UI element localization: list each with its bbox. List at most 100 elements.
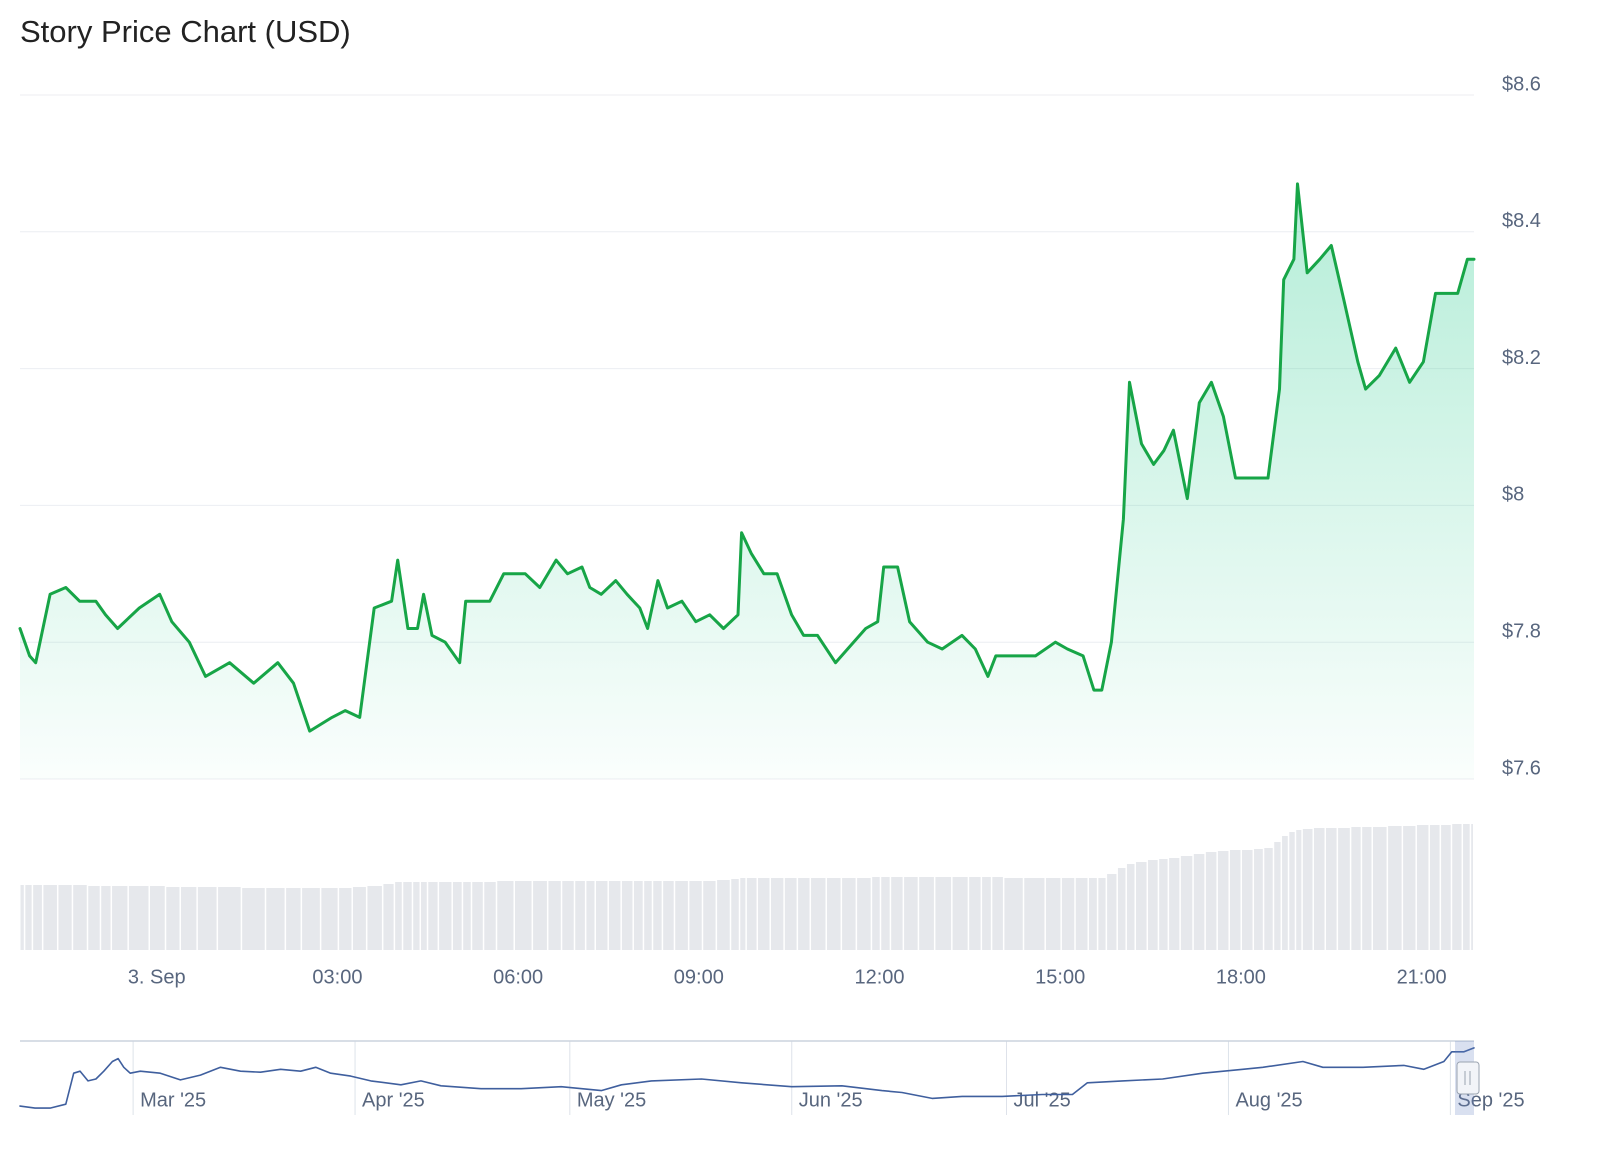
price-line <box>18 182 1476 733</box>
volume-bar <box>608 881 621 950</box>
volume-bar <box>857 878 871 950</box>
volume-bar <box>653 881 662 950</box>
volume-bar <box>904 877 918 950</box>
x-tick-label: 09:00 <box>674 966 724 988</box>
volume-bar <box>1159 859 1168 950</box>
volume-bar <box>302 888 320 950</box>
back-layer: $7.6 $7.8 $8 $8.2 $8.4 $8.6 3. Sep 03:00 06:00 09… <box>18 73 1541 1115</box>
navigator-handle[interactable] <box>1456 1061 1480 1095</box>
volume-bar <box>1351 827 1361 950</box>
volume-bar <box>1471 824 1473 950</box>
y-tick-label: $8.4 <box>1502 210 1541 232</box>
volume-bar <box>1296 830 1302 950</box>
volume-bar <box>1289 832 1295 950</box>
volume-bar <box>242 888 265 950</box>
volume-bar <box>1098 878 1106 950</box>
volume-bar <box>339 888 352 950</box>
volume-bar <box>1326 828 1337 950</box>
volume-bar <box>1302 829 1313 950</box>
volume-bar <box>197 887 217 950</box>
chart-title: Story Price Chart (USD) <box>20 14 351 49</box>
volume-bar <box>367 886 382 950</box>
volume-bar <box>717 880 730 950</box>
volume-bar <box>321 888 338 950</box>
x-tick-label: 15:00 <box>1035 966 1085 988</box>
y-tick-label: $8.6 <box>1502 73 1541 95</box>
volume-bar <box>484 882 496 950</box>
volume-bar <box>1416 825 1429 950</box>
volume-bar <box>548 881 561 950</box>
price-line <box>19 1047 1475 1109</box>
volume-bar <box>982 877 991 950</box>
volume-bar <box>1429 825 1440 950</box>
volume-bar <box>352 887 366 950</box>
volume-bar <box>891 877 903 950</box>
volume-bar <box>1373 827 1387 950</box>
x-tick-label: Jul '25 <box>1014 1089 1071 1111</box>
volume-bar <box>1282 836 1288 950</box>
x-tick-label: 03:00 <box>312 966 362 988</box>
volume-bar <box>149 886 165 950</box>
y-tick-label: $8.2 <box>1502 347 1541 369</box>
volume-bar <box>1135 862 1147 950</box>
x-tick-label: May '25 <box>577 1089 646 1111</box>
volume-bar <box>128 886 149 950</box>
volume-bar <box>1388 826 1402 950</box>
volume-bar <box>1117 868 1126 950</box>
volume-bar <box>1193 854 1205 950</box>
y-tick-label: $8 <box>1502 484 1524 506</box>
volume-bar <box>663 881 674 950</box>
volume-bar <box>586 881 595 950</box>
volume-bar <box>286 888 301 950</box>
volume-bar <box>58 885 72 950</box>
volume-bar <box>463 882 471 950</box>
volume-bar <box>689 881 702 950</box>
volume-bar <box>1148 860 1158 950</box>
volume-bar <box>758 878 770 950</box>
volume-bar <box>1274 842 1281 950</box>
volume-bar <box>575 881 585 950</box>
volume-bar <box>1075 878 1088 950</box>
volume-bar <box>1217 851 1229 950</box>
volume-bar <box>703 881 716 950</box>
volume-bar <box>497 881 514 950</box>
volume-bar <box>935 877 952 950</box>
volume-bar <box>881 877 890 950</box>
volume-bar <box>1242 850 1253 950</box>
volume-bar <box>842 878 856 950</box>
volume-bar <box>1264 848 1273 950</box>
volume-bar <box>1313 828 1325 950</box>
volume-bar <box>746 878 757 950</box>
volume-bar <box>919 877 934 950</box>
volume-bar <box>421 882 427 950</box>
x-tick-label: Sep '25 <box>1457 1089 1524 1111</box>
volume-bar <box>1180 856 1193 950</box>
volume-bar <box>969 877 981 950</box>
volume-bar <box>621 881 633 950</box>
volume-bar <box>25 885 32 950</box>
volume-bar <box>181 887 197 950</box>
volume-bar <box>112 886 128 950</box>
volume-bar <box>1045 878 1061 950</box>
volume-bar <box>675 881 688 950</box>
volume-bar <box>1061 878 1075 950</box>
volume-bar <box>1441 825 1451 950</box>
volume-bar <box>1452 824 1462 950</box>
x-tick-label: Jun '25 <box>799 1089 863 1111</box>
x-tick-label: Apr '25 <box>362 1089 425 1111</box>
volume-bar <box>395 882 402 950</box>
volume-bar <box>1126 864 1135 950</box>
volume-bar <box>20 885 24 950</box>
x-tick-label: 12:00 <box>854 966 904 988</box>
volume-bar <box>798 878 810 950</box>
x-tick-label: Aug '25 <box>1235 1089 1302 1111</box>
volume-bar <box>1229 850 1241 950</box>
volume-bar <box>562 881 574 950</box>
volume-bar <box>403 882 412 950</box>
volume-bar <box>1338 828 1350 950</box>
x-tick-label: Mar '25 <box>140 1089 206 1111</box>
area-fill <box>20 183 1474 779</box>
volume-bar <box>33 885 42 950</box>
volume-bar <box>770 878 784 950</box>
volume-bar <box>533 881 547 950</box>
